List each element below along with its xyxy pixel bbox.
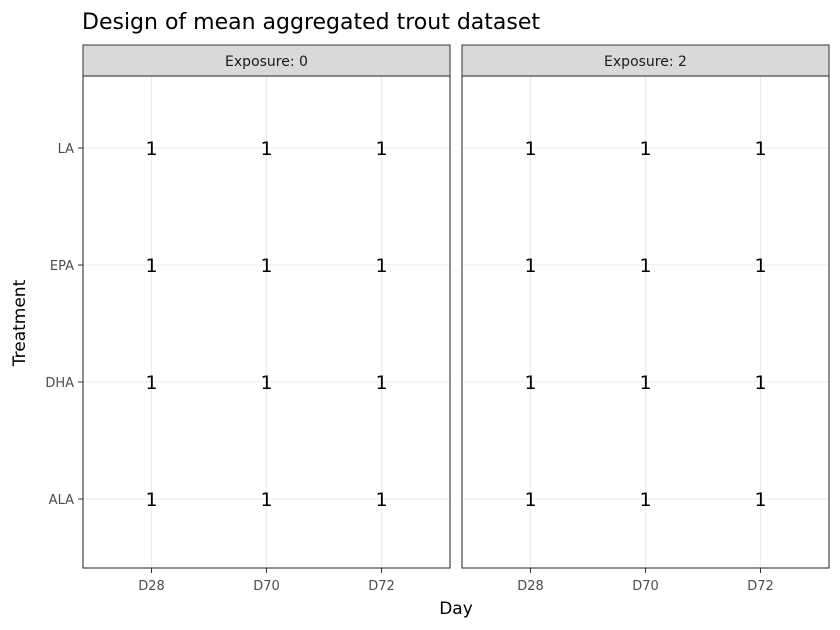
x-tick-label: D72: [368, 579, 395, 594]
x-tick-label: D28: [138, 579, 165, 594]
y-tick-label: ALA: [49, 493, 74, 508]
cell-count-label: 1: [145, 372, 157, 394]
cell-count-label: 1: [754, 138, 766, 160]
x-axis-title: Day: [439, 599, 473, 619]
cell-count-label: 1: [639, 138, 651, 160]
cell-count-label: 1: [754, 255, 766, 277]
cell-count-label: 1: [375, 372, 387, 394]
chart-title: Design of mean aggregated trout dataset: [82, 10, 540, 35]
cell-count-label: 1: [524, 255, 536, 277]
cell-count-label: 1: [639, 255, 651, 277]
x-tick-label: D70: [253, 579, 280, 594]
facet-strip: [82, 44, 451, 77]
y-axis-title: Treatment: [10, 279, 30, 367]
cell-count-label: 1: [145, 489, 157, 511]
cell-count-label: 1: [260, 138, 272, 160]
cell-count-label: 1: [524, 372, 536, 394]
facet-strip-label: Exposure: 0: [225, 54, 308, 70]
x-tick-label: D28: [517, 579, 544, 594]
cell-count-label: 1: [145, 138, 157, 160]
cell-count-label: 1: [260, 489, 272, 511]
cell-count-label: 1: [524, 138, 536, 160]
cell-count-label: 1: [375, 255, 387, 277]
cell-count-label: 1: [145, 255, 157, 277]
facet-strip: [461, 44, 830, 77]
cell-count-label: 1: [375, 138, 387, 160]
cell-count-label: 1: [639, 489, 651, 511]
y-tick-label: DHA: [45, 376, 74, 391]
x-tick-label: D70: [632, 579, 659, 594]
facet-strip-label: Exposure: 2: [604, 54, 687, 70]
y-tick-label: LA: [58, 142, 75, 157]
cell-count-label: 1: [639, 372, 651, 394]
cell-count-label: 1: [524, 489, 536, 511]
cell-count-label: 1: [754, 489, 766, 511]
facet-panels: Exposure: 0 1 1 1 1 1 1 1 1 1 1 1 1 D28 D70 D72 LA EPA DHA…: [45, 44, 830, 594]
y-tick-label: EPA: [50, 259, 74, 274]
cell-count-label: 1: [375, 489, 387, 511]
cell-count-label: 1: [754, 372, 766, 394]
x-tick-label: D72: [747, 579, 774, 594]
cell-count-label: 1: [260, 255, 272, 277]
cell-count-label: 1: [260, 372, 272, 394]
